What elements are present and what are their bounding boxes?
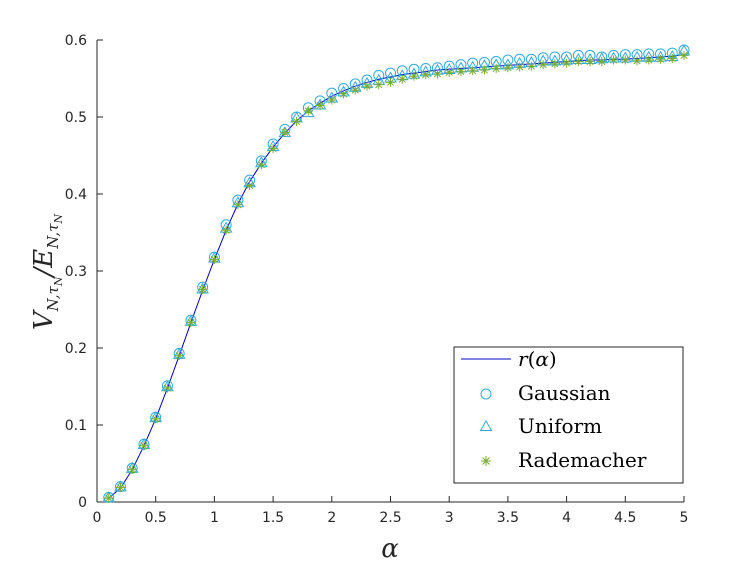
ylabel-slash: / <box>29 265 59 279</box>
rademacher-point <box>233 200 243 210</box>
legend: r(α) Gaussian Uniform Rademacher <box>453 346 684 484</box>
y-tick-label: 0.4 <box>65 187 87 203</box>
x-tick-label: 4 <box>562 510 571 526</box>
rademacher-point <box>256 160 266 170</box>
legend-label-rademacher: Rademacher <box>518 448 647 472</box>
rademacher-point <box>421 70 431 80</box>
rademacher-point <box>444 67 454 77</box>
legend-label-r-alpha: r(α) <box>518 347 557 371</box>
svg-text:VN,τN/EN,τN: VN,τN/EN,τN <box>29 214 65 331</box>
rademacher-point <box>656 54 666 64</box>
y-tick-label: 0.2 <box>65 341 87 357</box>
axes <box>96 39 685 503</box>
ylabel-subsub-1: N <box>52 276 65 287</box>
rademacher-point <box>374 80 384 90</box>
ylabel-sub-1: N,τ <box>44 285 62 312</box>
legend-asterisk-marker <box>481 456 491 466</box>
x-tick-label: 1 <box>210 510 219 526</box>
x-axis-label: α <box>381 534 399 564</box>
rademacher-point <box>209 254 219 264</box>
rademacher-point <box>292 117 302 127</box>
x-tick-label: 3.5 <box>497 510 519 526</box>
rademacher-point <box>432 69 442 79</box>
rademacher-point <box>667 53 677 63</box>
rademacher-point <box>186 318 196 328</box>
rademacher-point <box>632 56 642 66</box>
rademacher-point <box>609 55 619 65</box>
markers <box>102 44 691 503</box>
x-tick-label: 2.5 <box>379 510 401 526</box>
ylabel-subsub-2: N <box>52 214 65 225</box>
rademacher-point <box>550 59 560 69</box>
y-tick-label: 0.5 <box>65 110 87 126</box>
rademacher-point <box>573 57 583 67</box>
rademacher-point <box>515 62 525 72</box>
rademacher-point <box>491 63 501 73</box>
rademacher-point <box>327 95 337 105</box>
rademacher-point <box>503 63 513 73</box>
rademacher-point <box>339 89 349 99</box>
rademacher-point <box>468 66 478 76</box>
rademacher-point <box>362 81 372 91</box>
ylabel-main-1: V <box>29 309 59 330</box>
x-tick-label: 2 <box>327 510 336 526</box>
rademacher-point <box>397 74 407 84</box>
rademacher-point <box>562 58 572 68</box>
legend-triangle-marker <box>479 420 493 431</box>
rademacher-point <box>198 284 208 294</box>
legend-label-gaussian: Gaussian <box>518 381 611 405</box>
rademacher-point <box>151 414 161 424</box>
rademacher-point <box>139 441 149 451</box>
y-tick-label: 0.6 <box>65 33 87 49</box>
rademacher-point <box>115 482 125 492</box>
rademacher-point <box>127 465 137 475</box>
rademacher-point <box>526 61 536 71</box>
legend-circle-marker <box>480 388 492 400</box>
rademacher-point <box>585 57 595 67</box>
rademacher-point <box>315 100 325 110</box>
rademacher-point <box>644 55 654 65</box>
x-tick-label: 5 <box>680 510 689 526</box>
rademacher-point <box>386 77 395 87</box>
ylabel-sub-2: N,τ <box>44 223 62 250</box>
y-tick-label: 0 <box>78 495 87 511</box>
y-axis-label: VN,τN/EN,τN <box>29 214 65 331</box>
x-tick-label: 1.5 <box>262 510 284 526</box>
rademacher-point <box>479 65 489 75</box>
x-tick-label: 0 <box>93 510 102 526</box>
x-tick-label: 0.5 <box>145 510 167 526</box>
rademacher-point <box>620 55 630 65</box>
rademacher-point <box>409 71 419 81</box>
rademacher-point <box>245 181 255 191</box>
rademacher-point <box>597 57 607 67</box>
legend-box <box>453 346 684 484</box>
rademacher-point <box>104 493 114 503</box>
rademacher-point <box>456 67 466 77</box>
y-tick-label: 0.1 <box>65 418 87 434</box>
ylabel-main-2: E <box>29 249 59 269</box>
rademacher-point <box>350 85 360 95</box>
rademacher-point <box>280 127 290 137</box>
legend-label-uniform: Uniform <box>518 414 602 438</box>
rademacher-point <box>174 351 184 361</box>
rademacher-point <box>162 383 172 393</box>
tick-labels: 0 0.5 1 1.5 2 2.5 3 3.5 4 4.5 5 0 0.1 0.2 0.3 0.4 0.5 0.6 <box>65 33 689 526</box>
y-tick-label: 0.3 <box>65 264 87 280</box>
uniform-point <box>301 106 315 118</box>
rademacher-point <box>303 106 313 116</box>
rademacher-point <box>221 225 231 235</box>
rademacher-point <box>679 50 689 60</box>
x-tick-label: 4.5 <box>614 510 636 526</box>
rademacher-point <box>538 60 548 70</box>
rademacher-point <box>268 144 278 154</box>
x-tick-label: 3 <box>445 510 454 526</box>
